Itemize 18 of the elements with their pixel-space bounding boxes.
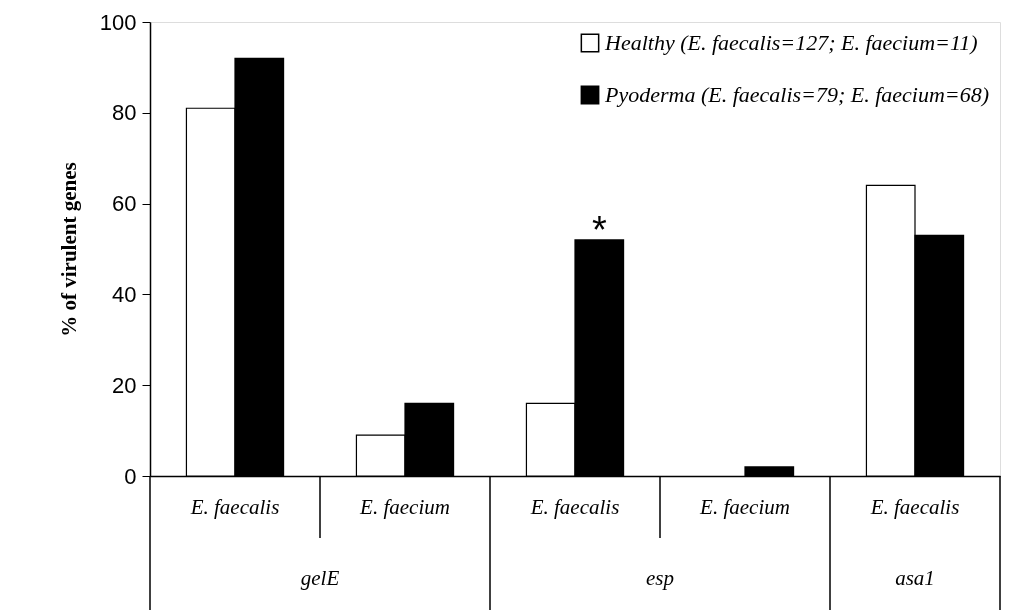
text: esp <box>646 566 674 590</box>
text: gelE <box>300 566 340 590</box>
text: asa1 <box>895 566 935 590</box>
x-tick-label: E. faecalis <box>189 494 280 519</box>
annotation: * <box>591 208 607 251</box>
x-tick-label: E. faecalis <box>869 494 960 519</box>
y-tick-label: 80 <box>112 100 137 126</box>
y-tick-label: 0 <box>124 463 137 489</box>
y-tick-label: 60 <box>112 191 137 217</box>
y-tick-label: 20 <box>112 372 137 398</box>
x-tick-label: E. faecium <box>699 494 790 519</box>
y-tick-label: 40 <box>112 281 137 307</box>
legend-label: Pyoderma (E. faecalis=79; E. faecium=68) <box>604 82 990 107</box>
x-tick-label: E. faecalis <box>529 494 620 519</box>
y-axis-title: % of virulent genes <box>56 162 81 337</box>
legend-label: Healthy (E. faecalis=127; E. faecium=11) <box>604 30 978 55</box>
y-tick-label: 100 <box>99 9 137 35</box>
x-tick-label: E. faecium <box>359 494 450 519</box>
